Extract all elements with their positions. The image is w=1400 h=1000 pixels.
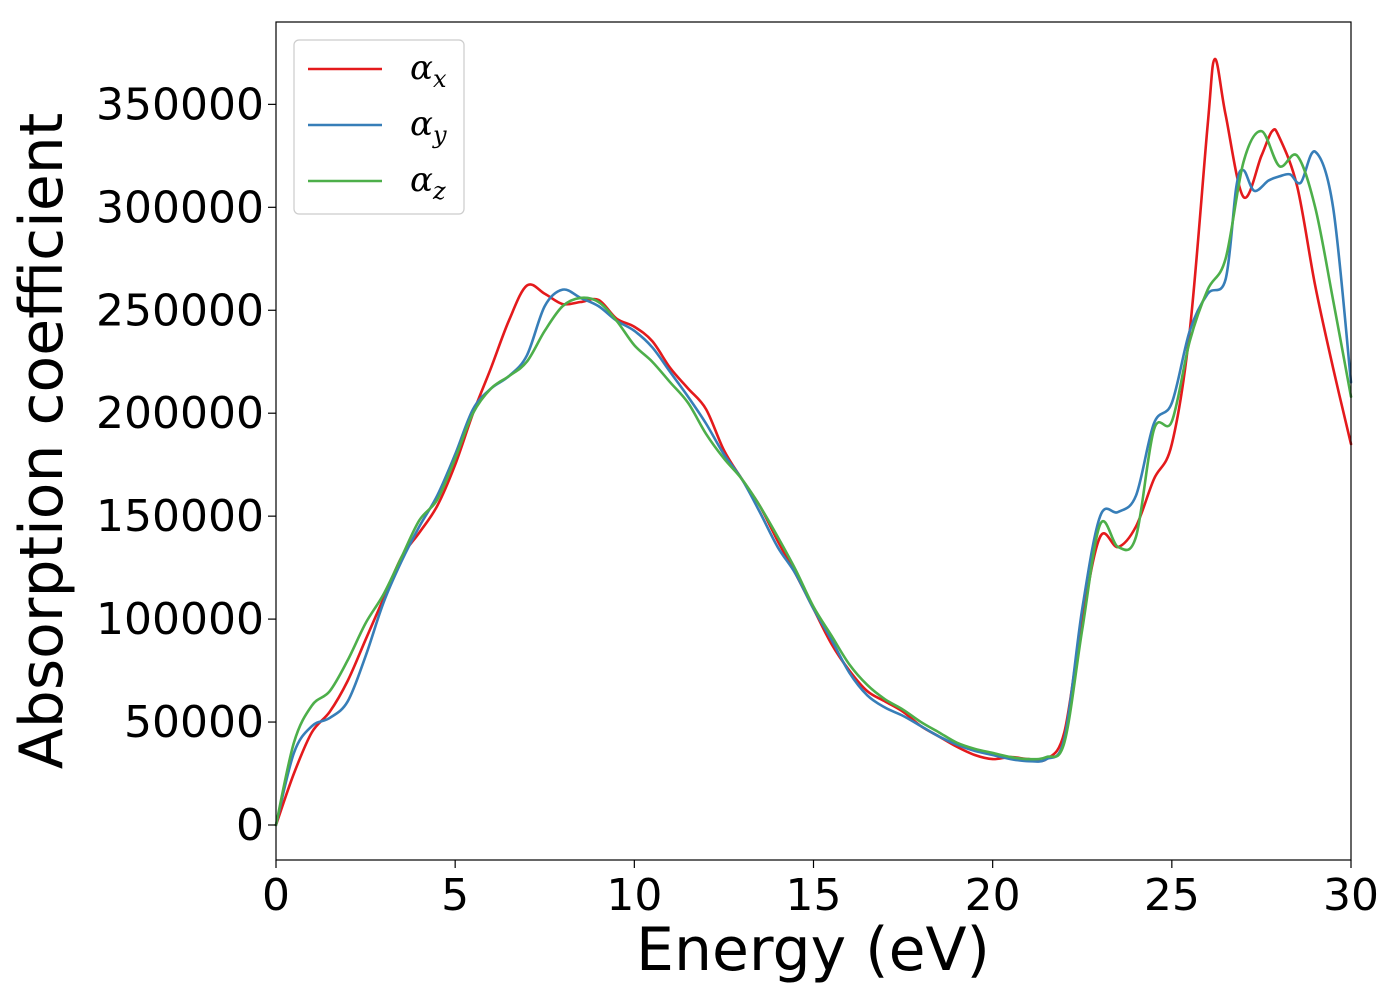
legend-label-base: α (410, 104, 433, 144)
legend-label-base: α (410, 48, 433, 88)
series-line-y (274, 150, 1353, 827)
x-tick-label: 30 (1323, 870, 1379, 921)
y-tick-label: 100000 (96, 594, 264, 645)
series-layer (274, 57, 1353, 827)
legend-label-x: αx (410, 48, 447, 93)
y-tick-label: 200000 (96, 388, 264, 439)
y-tick-label: 350000 (96, 79, 264, 130)
legend-frame (293, 39, 465, 215)
legend-label-subscript: x (433, 65, 447, 93)
y-tick-label: 150000 (96, 491, 264, 542)
x-tick-label: 5 (441, 870, 469, 921)
x-tick-label: 10 (606, 870, 662, 921)
y-tick-label: 0 (236, 800, 264, 851)
x-axis: 0 5 10 15 20 25 30 (262, 860, 1379, 921)
legend-label-y: αy (410, 104, 447, 149)
legend-label-subscript: y (432, 121, 447, 149)
y-axis-title: Absorption coefficient (7, 113, 77, 770)
x-tick-label: 0 (262, 870, 290, 921)
legend-label-base: α (410, 160, 433, 200)
legend-label-subscript: z (432, 177, 446, 205)
series-line-z (274, 129, 1353, 827)
x-tick-label: 25 (1144, 870, 1200, 921)
y-tick-label: 300000 (96, 182, 264, 233)
y-tick-label: 250000 (96, 285, 264, 336)
x-axis-title: Energy (eV) (636, 915, 990, 985)
x-tick-label: 20 (965, 870, 1021, 921)
legend-label-z: αz (410, 160, 446, 205)
x-tick-label: 15 (786, 870, 842, 921)
y-axis: 0 50000 100000 150000 200000 250000 300000 3500… (96, 79, 276, 851)
y-tick-label: 50000 (124, 697, 264, 748)
